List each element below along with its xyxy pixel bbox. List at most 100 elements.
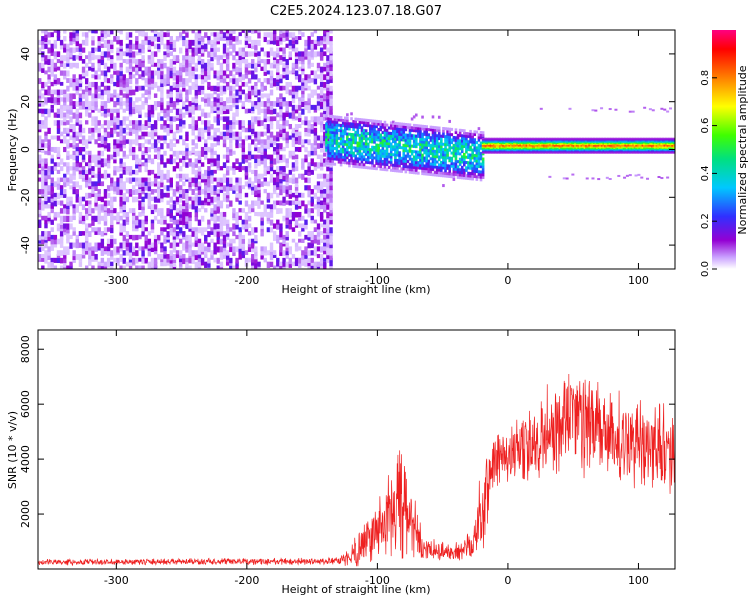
- heatmap-cell: [294, 124, 299, 131]
- heatmap-cell: [131, 150, 136, 155]
- heatmap-cell: [263, 85, 267, 91]
- heatmap-cell: [100, 135, 105, 140]
- heatmap-cell: [103, 39, 108, 47]
- heatmap-cell: [128, 66, 133, 73]
- heatmap-cell: [491, 137, 494, 140]
- heatmap-cell: [298, 74, 302, 80]
- heatmap-cell: [257, 185, 261, 190]
- heatmap-cell: [200, 131, 205, 138]
- heatmap-cell: [131, 227, 136, 232]
- heatmap-cell: [316, 74, 321, 79]
- heatmap-cell: [188, 223, 192, 229]
- heatmap-cell: [339, 118, 343, 122]
- heatmap-cell: [188, 265, 192, 269]
- heatmap-cell: [272, 81, 277, 87]
- heatmap-cell: [131, 146, 136, 153]
- heatmap-cell: [329, 128, 332, 132]
- heatmap-cell: [191, 177, 195, 183]
- heatmap-cell: [398, 135, 401, 139]
- heatmap-cell: [216, 116, 220, 123]
- heatmap-cell: [157, 162, 161, 168]
- heatmap-cell: [84, 181, 89, 188]
- heatmap-cell: [235, 139, 239, 146]
- heatmap-cell: [141, 135, 145, 140]
- heatmap-cell: [91, 250, 95, 256]
- heatmap-cell: [517, 142, 520, 145]
- heatmap-cell: [254, 143, 258, 148]
- heatmap-cell: [325, 140, 328, 144]
- heatmap-cell: [138, 74, 142, 79]
- heatmap-cell: [191, 116, 195, 122]
- heatmap-cell: [298, 97, 302, 102]
- heatmap-cell: [182, 124, 186, 129]
- heatmap-cell: [329, 159, 332, 163]
- heatmap-cell: [358, 120, 362, 124]
- heatmap-cell: [207, 120, 211, 127]
- heatmap-cell: [247, 51, 252, 57]
- heatmap-cell: [377, 130, 380, 134]
- heatmap-cell: [437, 173, 441, 177]
- heatmap-cell: [69, 215, 73, 222]
- heatmap-cell: [191, 51, 195, 57]
- heatmap-cell: [279, 250, 283, 256]
- heatmap-cell: [294, 51, 299, 57]
- heatmap-cell: [282, 242, 286, 247]
- heatmap-cell: [285, 261, 289, 268]
- heatmap-cell: [38, 139, 42, 144]
- heatmap-cell: [232, 169, 236, 175]
- heatmap-cell: [392, 120, 395, 124]
- heatmap-cell: [47, 143, 51, 148]
- heatmap-cell: [210, 93, 214, 99]
- heatmap-cell: [94, 227, 98, 232]
- heatmap-cell: [294, 70, 299, 76]
- heatmap-cell: [144, 227, 148, 232]
- heatmap-cell: [364, 158, 368, 162]
- heatmap-cell: [194, 135, 199, 140]
- heatmap-cell: [440, 145, 443, 149]
- heatmap-cell: [433, 165, 437, 169]
- heatmap-cell: [263, 32, 267, 38]
- heatmap-cell: [385, 142, 389, 146]
- heatmap-cell: [116, 185, 120, 191]
- heatmap-cell: [225, 192, 230, 199]
- heatmap-cell: [103, 261, 108, 267]
- heatmap-cell: [172, 219, 177, 225]
- heatmap-cell: [456, 141, 460, 145]
- heatmap-cell: [88, 158, 92, 163]
- heatmap-cell: [157, 238, 161, 245]
- heatmap-cell: [191, 169, 195, 175]
- heatmap-cell: [282, 261, 286, 267]
- heatmap-cell: [247, 181, 252, 188]
- heatmap-cell: [440, 160, 443, 164]
- heatmap-cell: [138, 120, 142, 126]
- heatmap-cell: [247, 30, 252, 33]
- heatmap-cell: [304, 127, 308, 132]
- heatmap-cell: [160, 81, 164, 88]
- heatmap-cell: [304, 131, 308, 137]
- heatmap-cell: [301, 97, 305, 102]
- heatmap-cell: [178, 204, 183, 211]
- heatmap-cell: [383, 162, 387, 166]
- heatmap-cell: [272, 254, 277, 258]
- heatmap-cell: [153, 131, 158, 137]
- heatmap-cell: [310, 242, 314, 249]
- heatmap-cell: [97, 66, 101, 72]
- heatmap-cell: [110, 177, 114, 184]
- heatmap-cell: [72, 74, 76, 80]
- heatmap-cell: [279, 85, 283, 91]
- heatmap-cell: [304, 169, 308, 175]
- heatmap-cell: [510, 148, 513, 151]
- heatmap-cell: [316, 85, 321, 90]
- heatmap-cell: [285, 104, 289, 111]
- heatmap-cell: [210, 51, 214, 58]
- heatmap-cell: [473, 164, 477, 168]
- heatmap-cell: [63, 208, 67, 214]
- heatmap-cell: [329, 97, 333, 103]
- heatmap-cell: [431, 139, 435, 143]
- heatmap-cell: [38, 97, 42, 104]
- heatmap-cell: [69, 116, 73, 123]
- heatmap-cell: [329, 149, 332, 153]
- heatmap-cell: [352, 159, 355, 163]
- heatmap-cell: [477, 146, 481, 150]
- heatmap-cell: [138, 223, 142, 228]
